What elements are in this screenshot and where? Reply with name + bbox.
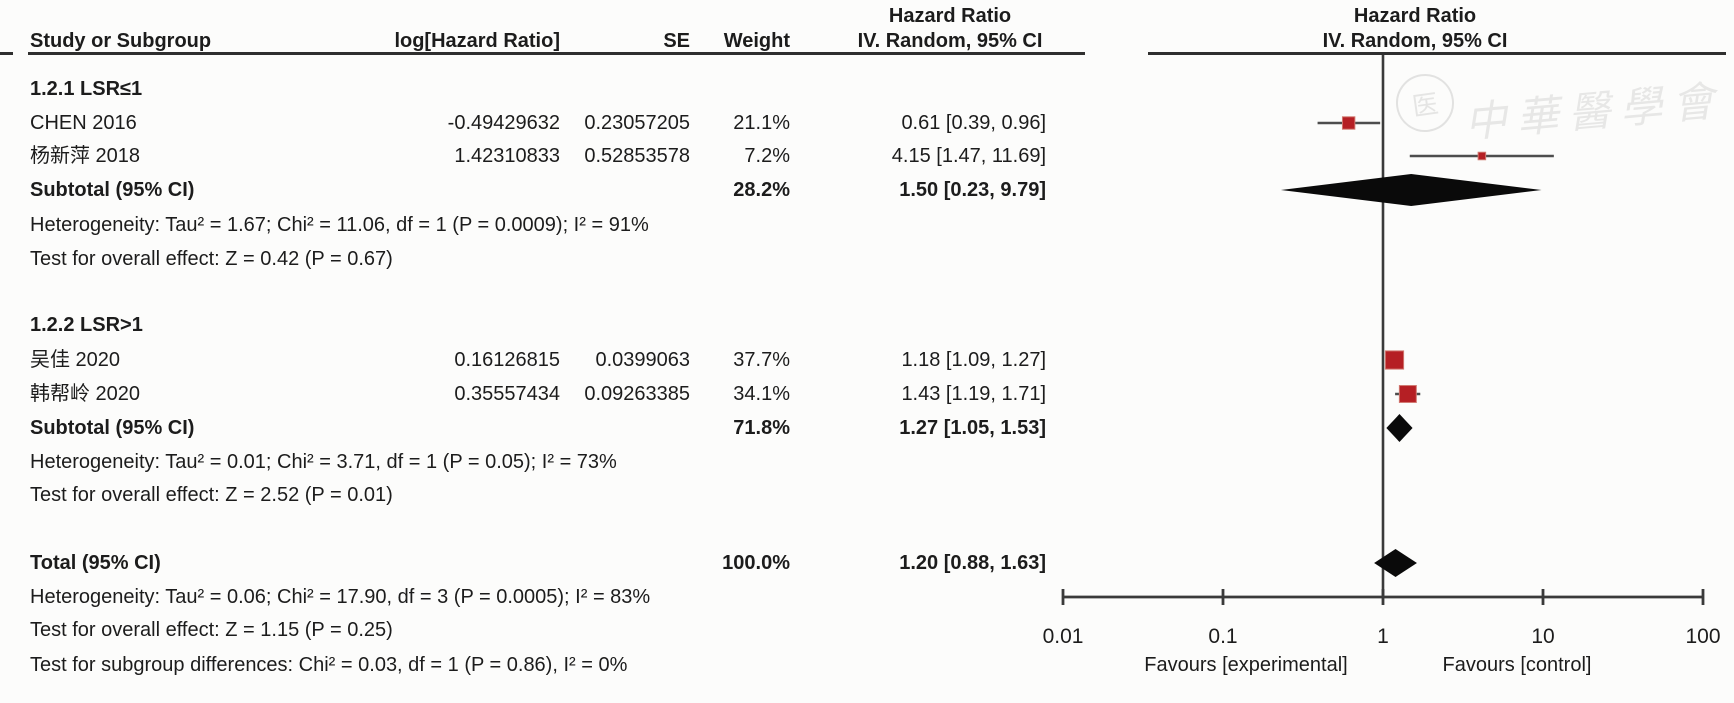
group-label: 1.2.2 LSR>1 bbox=[30, 314, 143, 336]
weight-value: 100.0% bbox=[722, 552, 790, 574]
favours-experimental-label: Favours [experimental] bbox=[1144, 654, 1347, 676]
x-axis-tick-label: 10 bbox=[1531, 625, 1554, 648]
note-label: Heterogeneity: Tau² = 0.01; Chi² = 3.71,… bbox=[30, 451, 617, 473]
subtotal-diamond bbox=[1280, 174, 1542, 206]
note-label: Test for overall effect: Z = 1.15 (P = 0… bbox=[30, 619, 393, 641]
se-value: 0.09263385 bbox=[584, 383, 690, 405]
study-name: 韩帮岭 2020 bbox=[30, 383, 141, 405]
header-effect-title: Hazard Ratio bbox=[888, 5, 1012, 27]
note-label: Test for overall effect: Z = 2.52 (P = 0… bbox=[30, 484, 393, 506]
total-diamond bbox=[1374, 549, 1417, 577]
hr-ci-text: 1.18 [1.09, 1.27] bbox=[901, 349, 1046, 371]
x-axis-tick-label: 1 bbox=[1377, 625, 1389, 648]
group-label: 1.2.1 LSR≤1 bbox=[30, 78, 143, 100]
hr-ci-text: 4.15 [1.47, 11.69] bbox=[891, 145, 1046, 167]
study-name: 吴佳 2020 bbox=[30, 349, 121, 371]
header-rule-edge bbox=[0, 52, 13, 55]
note-label: Heterogeneity: Tau² = 1.67; Chi² = 11.06… bbox=[30, 214, 649, 236]
header-se: SE bbox=[663, 30, 690, 52]
header-effect-model: IV. Random, 95% CI bbox=[857, 30, 1043, 52]
x-axis-tick-label: 100 bbox=[1685, 625, 1720, 648]
weight-value: 71.8% bbox=[733, 417, 790, 439]
x-axis-tick-label: 0.01 bbox=[1043, 625, 1084, 648]
header-study-or-subgroup: Study or Subgroup bbox=[30, 30, 212, 52]
weight-value: 37.7% bbox=[733, 349, 790, 371]
se-value: 0.52853578 bbox=[584, 145, 690, 167]
weight-value: 7.2% bbox=[744, 145, 790, 167]
study-point-square bbox=[1398, 385, 1417, 403]
study-point-square bbox=[1384, 350, 1405, 370]
total-label: Total (95% CI) bbox=[30, 552, 161, 574]
hr-ci-text: 1.20 [0.88, 1.63] bbox=[899, 552, 1046, 574]
weight-value: 34.1% bbox=[733, 383, 790, 405]
x-axis-tick-label: 0.1 bbox=[1208, 625, 1237, 648]
header-weight: Weight bbox=[723, 30, 790, 52]
note-label: Heterogeneity: Tau² = 0.06; Chi² = 17.90… bbox=[30, 586, 651, 608]
log-hazard-ratio-value: 0.35557434 bbox=[454, 383, 560, 405]
subtotal-label: Subtotal (95% CI) bbox=[30, 417, 195, 439]
se-value: 0.0399063 bbox=[595, 349, 690, 371]
note-label: Test for overall effect: Z = 0.42 (P = 0… bbox=[30, 248, 393, 270]
hr-ci-text: 1.27 [1.05, 1.53] bbox=[899, 417, 1046, 439]
header-rule-left bbox=[28, 52, 1085, 55]
hr-ci-text: 1.50 [0.23, 9.79] bbox=[899, 179, 1046, 201]
header-log-hazard-ratio: log[Hazard Ratio] bbox=[394, 30, 560, 52]
header-rule-right bbox=[1148, 52, 1726, 55]
note-label: Test for subgroup differences: Chi² = 0.… bbox=[30, 654, 628, 676]
weight-value: 28.2% bbox=[733, 179, 790, 201]
log-hazard-ratio-value: 1.42310833 bbox=[454, 145, 560, 167]
study-point-square bbox=[1341, 116, 1356, 130]
study-name: CHEN 2016 bbox=[30, 112, 137, 134]
se-value: 0.23057205 bbox=[584, 112, 690, 134]
hr-ci-text: 0.61 [0.39, 0.96] bbox=[901, 112, 1046, 134]
weight-value: 21.1% bbox=[733, 112, 790, 134]
favours-control-label: Favours [control] bbox=[1443, 654, 1592, 676]
subtotal-diamond bbox=[1386, 414, 1413, 442]
study-point-square bbox=[1477, 151, 1487, 161]
log-hazard-ratio-value: -0.49429632 bbox=[447, 112, 560, 134]
header-plot-title: Hazard Ratio bbox=[1353, 5, 1477, 27]
header-plot-model: IV. Random, 95% CI bbox=[1322, 30, 1508, 52]
log-hazard-ratio-value: 0.16126815 bbox=[454, 349, 560, 371]
hr-ci-text: 1.43 [1.19, 1.71] bbox=[901, 383, 1046, 405]
study-name: 杨新萍 2018 bbox=[30, 145, 141, 167]
subtotal-label: Subtotal (95% CI) bbox=[30, 179, 195, 201]
